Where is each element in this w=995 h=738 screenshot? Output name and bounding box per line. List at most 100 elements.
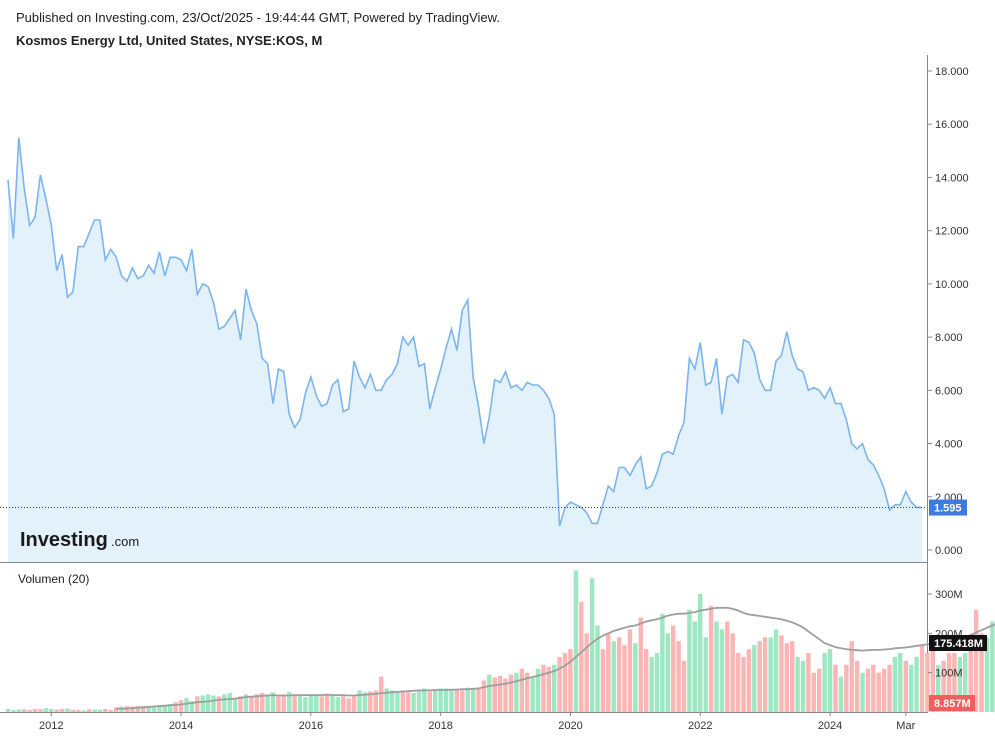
volume-bar — [552, 664, 557, 712]
volume-bar — [849, 641, 854, 712]
volume-bar — [725, 621, 730, 712]
volume-bar — [449, 689, 454, 712]
volume-bar — [930, 641, 936, 712]
volume-bar — [384, 688, 389, 712]
volume-bar — [97, 709, 103, 712]
volume-bar — [876, 672, 881, 712]
volume-bar — [487, 674, 492, 712]
volume-bar — [43, 708, 49, 712]
volume-bar — [703, 637, 708, 712]
volume-bar — [909, 664, 914, 712]
volume-bar — [178, 700, 184, 712]
volume-bar — [59, 708, 65, 712]
volume-tick-label: 100M — [935, 668, 963, 680]
volume-bar — [730, 633, 735, 712]
volume-bar — [838, 676, 844, 712]
volume-bar — [76, 710, 81, 712]
volume-bar — [773, 629, 779, 712]
volume-bar — [535, 668, 541, 712]
volume-bar — [968, 637, 973, 712]
volume-bar — [270, 692, 276, 712]
volume-bar — [779, 635, 784, 712]
volume-bar — [135, 706, 141, 712]
volume-bar — [460, 690, 465, 712]
volume-bar — [979, 633, 984, 712]
volume-bar — [373, 690, 378, 712]
volume-bar — [200, 695, 205, 712]
logo-wordmark: Investing — [20, 529, 108, 551]
volume-bar — [492, 677, 497, 712]
volume-bar — [443, 688, 449, 712]
volume-bar — [757, 641, 762, 712]
published-info: Published on Investing.com, 23/Oct/2025 … — [16, 10, 500, 25]
volume-bar — [627, 629, 633, 712]
volume-bar — [660, 613, 665, 712]
price-area-layer — [7, 137, 922, 562]
volume-bar — [811, 672, 817, 712]
volume-bar — [865, 668, 871, 712]
volume-bar — [173, 702, 178, 712]
volume-bar — [887, 664, 892, 712]
volume-bar — [416, 690, 422, 712]
volume-bar — [389, 690, 395, 712]
volume-bar — [351, 696, 357, 712]
volume-bar — [438, 688, 443, 712]
price-tick-label: 8.000 — [935, 332, 963, 344]
volume-bar — [746, 649, 752, 712]
volume-bar — [649, 656, 654, 712]
volume-bar — [963, 653, 968, 712]
volume-bar — [984, 637, 990, 712]
volume-ma-line — [116, 606, 995, 710]
volume-ma-badge-bg — [929, 635, 987, 652]
volume-bar — [800, 660, 806, 712]
volume-bar — [249, 697, 254, 712]
volume-bar — [260, 693, 265, 712]
volume-bar — [557, 656, 562, 712]
volume-bar — [16, 709, 22, 712]
volume-bar — [806, 653, 811, 712]
volume-bar — [752, 645, 757, 712]
volume-bar — [790, 641, 795, 712]
price-series-line — [7, 137, 922, 527]
volume-bar — [881, 668, 887, 712]
price-tick-label: 16.000 — [935, 119, 969, 131]
volume-bar — [49, 708, 54, 712]
volume-bar — [205, 694, 211, 712]
volume-bar — [92, 709, 97, 712]
volume-bar — [297, 695, 303, 712]
volume-bar — [741, 656, 746, 712]
price-tick-label: 10.000 — [935, 279, 969, 291]
volume-bars-layer — [5, 570, 995, 712]
volume-bar — [616, 637, 622, 712]
volume-bar — [335, 697, 341, 712]
volume-bar — [871, 664, 876, 712]
volume-bar — [833, 664, 838, 712]
volume-bar — [86, 709, 92, 712]
volume-bar — [189, 701, 195, 712]
volume-bar — [644, 649, 649, 712]
volume-bar — [27, 710, 32, 712]
volume-bar — [519, 668, 525, 712]
volume-bar — [422, 688, 427, 712]
volume-bar — [406, 692, 411, 712]
volume-bar — [514, 672, 519, 712]
volume-bar — [324, 694, 330, 712]
volume-bar — [595, 625, 600, 712]
volume-bar — [957, 656, 963, 712]
volume-bar — [795, 656, 800, 712]
volume-bar — [38, 709, 43, 712]
volume-bar — [860, 672, 865, 712]
volume-bar — [379, 676, 384, 712]
price-tick-label: 4.000 — [935, 439, 963, 451]
volume-bar — [195, 696, 200, 712]
volume-bar — [633, 643, 638, 712]
volume-bar — [238, 696, 243, 712]
volume-bar — [589, 578, 595, 712]
time-axis-ticks: 2012 2014 2016 2018 2020 2022 2024 Mar — [39, 712, 916, 732]
price-tick-label: 0.000 — [935, 545, 963, 557]
volume-bar — [346, 698, 351, 712]
volume-bar — [622, 645, 627, 712]
volume-bar — [319, 696, 324, 712]
volume-bar — [952, 653, 957, 712]
